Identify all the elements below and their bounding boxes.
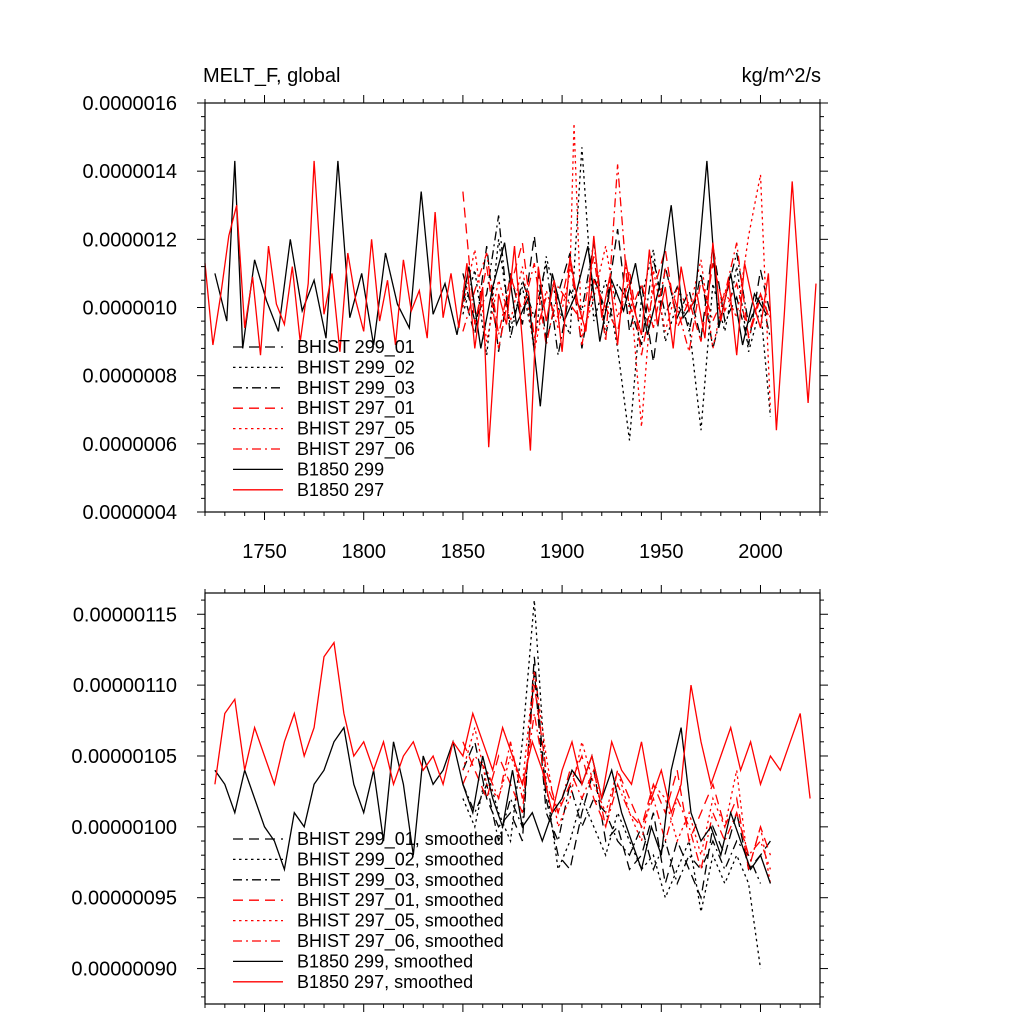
y-tick-label: 0.0000012 (82, 229, 177, 251)
y-tick-label: 0.00000095 (71, 888, 177, 910)
legend-label: B1850 299, smoothed (297, 951, 473, 971)
x-tick-label: 1950 (639, 541, 684, 563)
legend-label: BHIST 297_05, smoothed (297, 911, 504, 932)
bottom-series (214, 600, 811, 969)
x-tick-label: 1800 (341, 541, 386, 563)
top-axes: 1750 1800 1850 1900 1950 2000 0.0000004 0.00000… (82, 93, 828, 563)
legend-label: BHIST 299_02, smoothed (297, 849, 504, 870)
legend-label: BHIST 299_03, smoothed (297, 870, 504, 891)
bottom-axes: 0.00000090 0.00000095 0.00000100 0.00000105… (71, 585, 828, 1012)
x-tick-label: 1750 (242, 541, 287, 563)
y-tick-label: 0.0000014 (82, 161, 177, 183)
legend-label: BHIST 297_01, smoothed (297, 890, 504, 911)
y-tick-label: 0.0000006 (82, 434, 177, 456)
panel-top: MELT_F, global kg/m^2/s BHIST 299_01BHIS… (82, 65, 828, 563)
x-tick-label: 1850 (441, 541, 486, 563)
legend-label: BHIST 297_06, smoothed (297, 931, 504, 952)
y-tick-label: 0.00000100 (71, 817, 177, 839)
y-tick-label: 0.0000010 (82, 298, 177, 320)
series-line-5 (462, 670, 772, 884)
y-tick-label: 0.0000004 (82, 502, 177, 524)
series-line-8 (214, 640, 811, 816)
legend-label: BHIST 297_06 (297, 439, 415, 460)
legend-label: B1850 297 (297, 480, 384, 500)
series-line-1 (462, 656, 771, 901)
series-line-8 (204, 160, 817, 451)
legend-label: B1850 297, smoothed (297, 972, 473, 992)
legend-label: BHIST 297_05 (297, 419, 415, 440)
top-series (204, 123, 817, 451)
x-tick-label: 1900 (540, 541, 585, 563)
legend-label: BHIST 299_01, smoothed (297, 829, 504, 850)
chart-title: MELT_F, global (203, 65, 340, 87)
series-line-2 (462, 600, 762, 969)
series-line-6 (462, 164, 771, 352)
series-line-4 (462, 685, 772, 870)
series-line-3 (462, 670, 762, 886)
y-tick-label: 0.0000008 (82, 366, 177, 388)
series-line-4 (462, 191, 772, 356)
series-line-7 (214, 160, 767, 407)
legend-label: BHIST 299_02 (297, 357, 415, 378)
x-tick-label: 2000 (738, 541, 783, 563)
series-line-1 (462, 229, 772, 363)
legend-label: BHIST 299_01 (297, 337, 415, 358)
legend-label: B1850 299 (297, 459, 384, 479)
y-tick-label: 0.0000016 (82, 93, 177, 115)
series-line-7 (214, 725, 772, 884)
y-tick-label: 0.00000110 (73, 675, 177, 697)
y-tick-label: 0.00000090 (71, 959, 177, 981)
y-tick-label: 0.00000105 (71, 746, 177, 768)
y-tick-label: 0.00000115 (73, 604, 177, 626)
legend-label: BHIST 297_01 (297, 398, 415, 419)
chart-units: kg/m^2/s (742, 65, 821, 87)
legend-label: BHIST 299_03 (297, 378, 415, 399)
